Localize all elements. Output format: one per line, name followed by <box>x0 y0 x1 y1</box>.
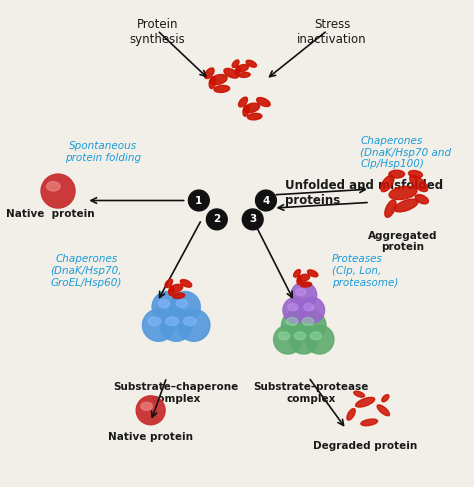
Circle shape <box>189 190 209 211</box>
Circle shape <box>282 311 310 339</box>
Text: Chaperones
(DnaK/Hsp70,
GroEL/Hsp60): Chaperones (DnaK/Hsp70, GroEL/Hsp60) <box>51 254 122 287</box>
Ellipse shape <box>356 397 375 407</box>
Ellipse shape <box>296 288 306 296</box>
Ellipse shape <box>183 317 196 326</box>
Text: Protein
synthesis: Protein synthesis <box>129 18 185 46</box>
Circle shape <box>170 292 201 322</box>
Ellipse shape <box>180 280 192 287</box>
Circle shape <box>160 309 192 341</box>
Ellipse shape <box>204 68 214 78</box>
Text: Proteases
(Clp, Lon,
proteasome): Proteases (Clp, Lon, proteasome) <box>332 254 399 287</box>
Circle shape <box>273 325 302 354</box>
Text: 4: 4 <box>262 195 270 206</box>
Ellipse shape <box>361 419 378 426</box>
Text: Native protein: Native protein <box>108 432 193 442</box>
Ellipse shape <box>288 303 298 311</box>
Ellipse shape <box>141 402 153 410</box>
Ellipse shape <box>214 85 229 93</box>
Circle shape <box>290 325 318 354</box>
Text: Stress
inactivation: Stress inactivation <box>297 18 367 46</box>
Ellipse shape <box>148 317 161 326</box>
Circle shape <box>255 190 276 211</box>
Ellipse shape <box>239 73 250 77</box>
Ellipse shape <box>294 332 306 340</box>
Text: 2: 2 <box>213 214 220 225</box>
Ellipse shape <box>244 103 260 112</box>
Ellipse shape <box>169 286 174 296</box>
Ellipse shape <box>302 318 314 325</box>
Text: 3: 3 <box>249 214 256 225</box>
Ellipse shape <box>354 391 365 397</box>
Text: Substrate–chaperone
complex: Substrate–chaperone complex <box>114 382 239 404</box>
Text: Native  protein: Native protein <box>6 209 95 219</box>
Ellipse shape <box>394 199 418 212</box>
Ellipse shape <box>210 75 227 85</box>
Ellipse shape <box>166 317 179 326</box>
Circle shape <box>297 311 326 339</box>
Ellipse shape <box>232 60 239 68</box>
Ellipse shape <box>209 77 216 89</box>
Ellipse shape <box>308 270 318 277</box>
Circle shape <box>41 174 75 208</box>
Text: Chaperones
(DnaK/Hsp70 and
Clp/Hsp100): Chaperones (DnaK/Hsp70 and Clp/Hsp100) <box>360 136 452 169</box>
Ellipse shape <box>381 175 394 192</box>
Circle shape <box>291 282 317 308</box>
Ellipse shape <box>173 293 185 299</box>
Ellipse shape <box>377 405 390 416</box>
Ellipse shape <box>298 274 310 281</box>
Ellipse shape <box>389 170 404 178</box>
Text: Unfolded and misfolded
proteins: Unfolded and misfolded proteins <box>285 179 443 207</box>
Ellipse shape <box>247 113 262 120</box>
Ellipse shape <box>158 300 170 308</box>
Ellipse shape <box>46 182 60 191</box>
Ellipse shape <box>286 318 298 325</box>
Text: Substrate–protease
complex: Substrate–protease complex <box>254 382 369 404</box>
Ellipse shape <box>310 332 321 340</box>
Ellipse shape <box>389 187 417 200</box>
Circle shape <box>305 325 334 354</box>
Ellipse shape <box>385 200 396 217</box>
Circle shape <box>242 209 263 230</box>
Ellipse shape <box>165 279 173 287</box>
Ellipse shape <box>293 270 301 277</box>
Circle shape <box>299 297 325 323</box>
Circle shape <box>142 309 174 341</box>
Ellipse shape <box>170 284 183 292</box>
Ellipse shape <box>409 170 422 178</box>
Ellipse shape <box>382 394 389 402</box>
Ellipse shape <box>410 175 428 191</box>
Text: Aggregated
protein: Aggregated protein <box>368 231 438 252</box>
Ellipse shape <box>224 68 238 78</box>
Text: Degraded protein: Degraded protein <box>313 442 417 451</box>
Ellipse shape <box>176 300 187 308</box>
Circle shape <box>152 292 182 322</box>
Ellipse shape <box>304 303 314 311</box>
Circle shape <box>136 396 165 425</box>
Circle shape <box>206 209 227 230</box>
Ellipse shape <box>243 105 249 116</box>
Ellipse shape <box>256 97 270 107</box>
Text: 1: 1 <box>195 195 202 206</box>
Circle shape <box>178 309 210 341</box>
Ellipse shape <box>297 276 301 284</box>
Ellipse shape <box>301 282 311 287</box>
Ellipse shape <box>415 195 428 204</box>
Text: Spontaneous
protein folding: Spontaneous protein folding <box>65 141 141 163</box>
Ellipse shape <box>347 409 355 420</box>
Ellipse shape <box>246 60 256 67</box>
Ellipse shape <box>238 97 247 107</box>
Ellipse shape <box>278 332 290 340</box>
Circle shape <box>283 297 309 323</box>
Ellipse shape <box>236 66 240 75</box>
Ellipse shape <box>237 65 248 72</box>
